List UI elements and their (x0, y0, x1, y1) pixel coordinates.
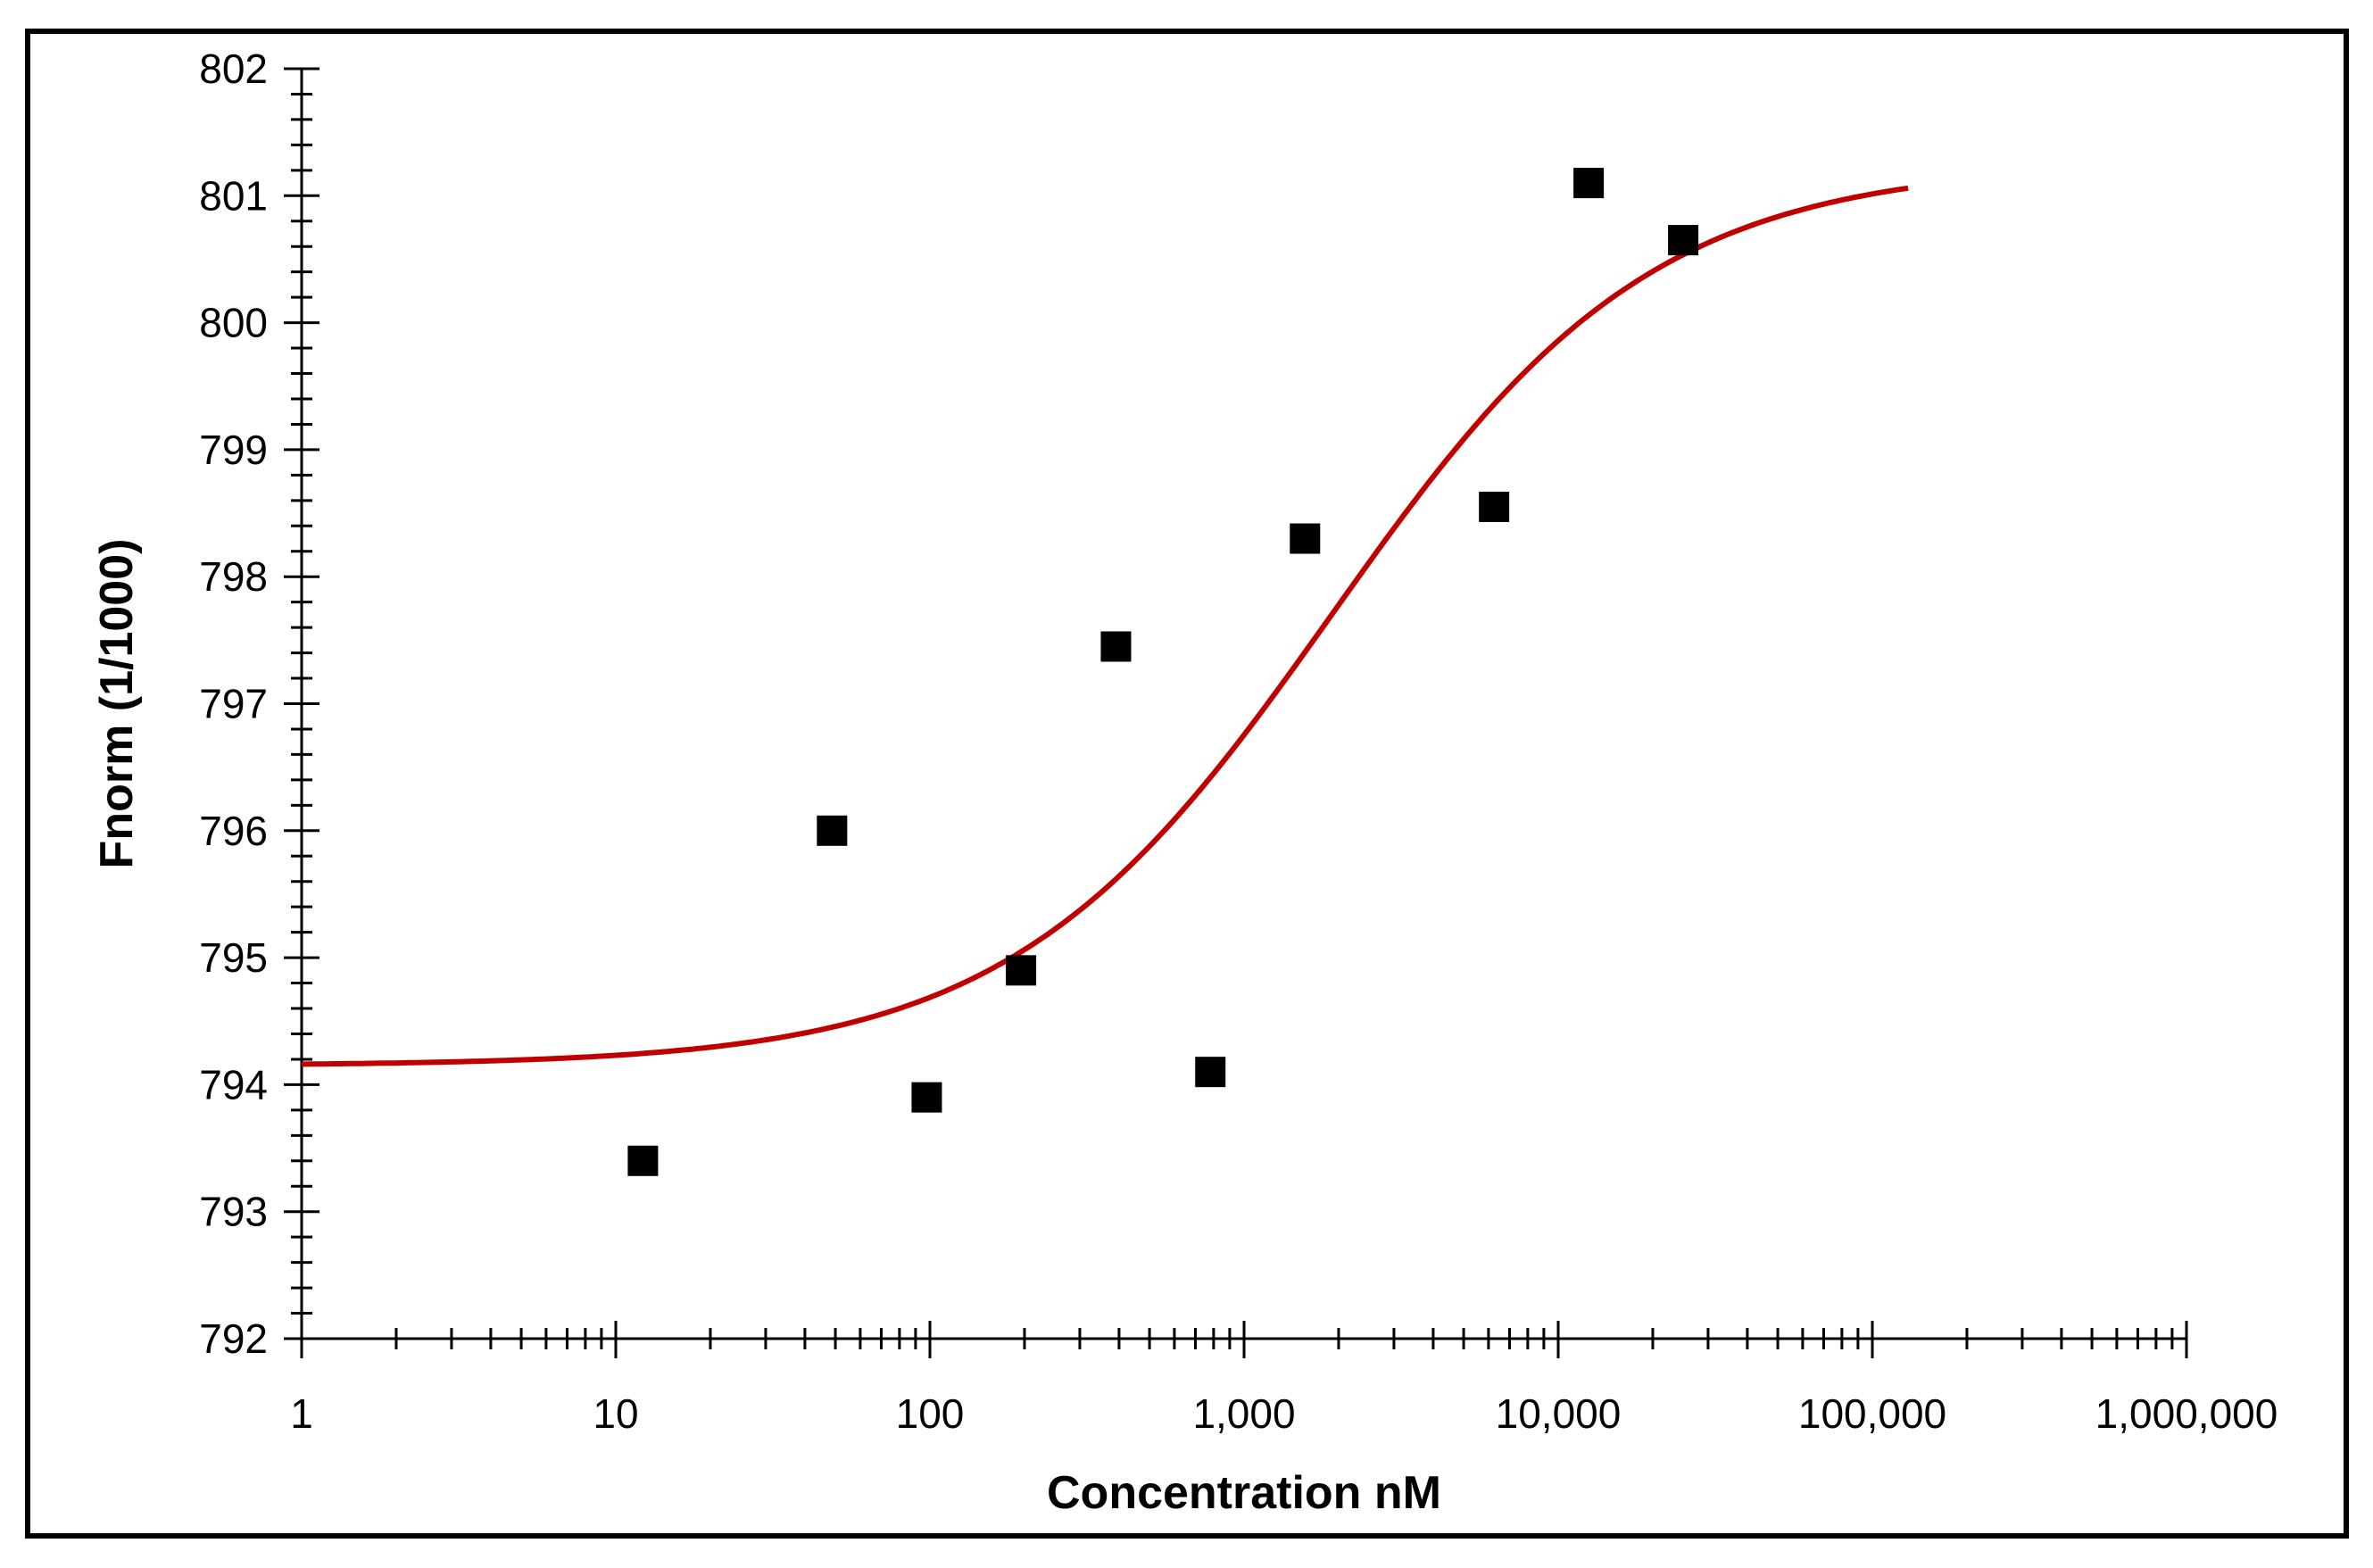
y-tick-label: 798 (199, 553, 268, 600)
y-axis-title: Fnorm (1/1000) (91, 539, 143, 869)
y-tick-label: 801 (199, 172, 268, 219)
y-tick-label: 797 (199, 681, 268, 727)
x-tick-label: 100,000 (1798, 1390, 1946, 1437)
y-tick-label: 800 (199, 300, 268, 346)
data-points (627, 168, 1699, 1176)
y-tick-label: 792 (199, 1315, 268, 1362)
x-tick-label: 1 (290, 1390, 313, 1437)
fit-curve-layer (302, 185, 1909, 1067)
y-tick-label: 793 (199, 1189, 268, 1235)
chart-frame (25, 29, 2349, 1539)
tick-labels: 792 793 794 795 796 797 798 799 800 801 802 1 10 100 1… (199, 46, 2278, 1437)
data-point (1479, 491, 1510, 522)
data-point (1100, 631, 1132, 662)
data-point (817, 815, 848, 846)
x-tick-label: 100 (896, 1390, 965, 1437)
x-tick-label: 10 (593, 1390, 638, 1437)
y-tick-label: 796 (199, 808, 268, 854)
y-tick-label: 794 (199, 1061, 268, 1108)
data-point (1668, 225, 1699, 256)
x-tick-label: 1,000,000 (2095, 1390, 2278, 1437)
data-point (627, 1145, 659, 1176)
data-point (1195, 1057, 1226, 1088)
data-point (911, 1082, 942, 1113)
y-tick-label: 795 (199, 934, 268, 981)
fit-curve (302, 185, 1909, 1067)
data-point (1290, 523, 1321, 554)
y-tick-label: 802 (199, 46, 268, 92)
x-tick-label: 1,000 (1192, 1390, 1295, 1437)
data-point (1006, 955, 1037, 986)
x-axis-title: Concentration nM (1047, 1467, 1441, 1519)
y-tick-label: 799 (199, 427, 268, 473)
data-point (1573, 168, 1605, 199)
axes (284, 67, 2188, 1358)
x-tick-label: 10,000 (1496, 1390, 1622, 1437)
